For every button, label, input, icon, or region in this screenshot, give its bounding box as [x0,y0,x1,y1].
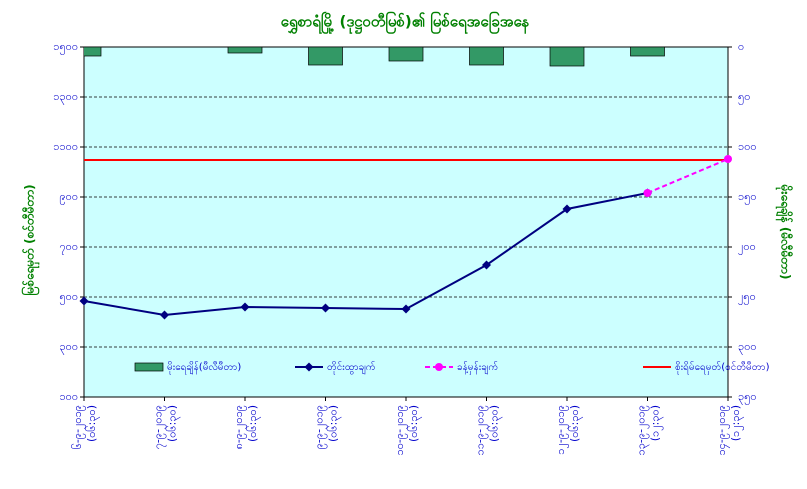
point [643,189,652,197]
x-tick-label: ၁၄-၉-၂၀၁၉ [715,405,730,455]
x-tick-label-time: (၀၆:၃၀) [488,405,503,442]
bar [84,47,102,57]
x-tick-label-time: (၀၆:၃၀) [246,405,261,442]
x-tick-label-time: (၀၆:၃၀) [407,405,422,442]
bar [308,47,343,66]
point [724,155,732,163]
y2-tick-label: ၂၅၀ [738,290,756,305]
x-tick-label-time: (၁၂:၃၀) [729,405,744,441]
x-tick-label: ၇-၉-၂၀၁၉ [152,405,167,449]
bar [630,47,665,57]
y-axis-label: မြစ်ရေမှတ် (စင်တီမီတာ) [20,184,41,295]
x-tick-label: ၉-၉-၂၀၁၉ [313,405,328,449]
point [482,260,491,270]
bar [227,47,263,54]
legend-label: စိုးရိမ်ရေမှတ်(စင်တီမီတာ) [675,360,770,375]
x-tick-label: ၁၁-၉-၂၀၁၉ [474,405,489,455]
legend-label: မိုးရေချိန်(မီလီမီတာ) [167,360,241,375]
bar [549,47,585,67]
legend-swatch [134,362,164,372]
y2-tick-label: ၀ [738,40,744,53]
y-tick-label: ၅၀၀ [59,290,78,305]
y-tick-label: ၁၃၀၀ [53,90,78,105]
x-tick-label-time: (၀၆:၃၀) [568,405,583,442]
y2-tick-label: ၃၀၀ [738,340,757,355]
x-tick-label-time: (၁၂:၃၀) [649,405,664,441]
y2-tick-label: ၃၅၀ [738,390,757,405]
y2-tick-label: ၂၀၀ [738,240,756,255]
y-tick-label: ၇၀၀ [59,240,78,255]
x-tick-label: ၁၃-၉-၂၀၁၉ [635,405,650,455]
legend-label: တိုင်းထွာချက် [327,360,376,375]
x-tick-label: ၈-၉-၂၀၁၉ [232,405,247,449]
point [562,204,572,214]
plot-clip [84,47,665,67]
y-tick-label: ၁၅၀၀ [53,40,78,55]
point [321,303,330,313]
y-tick-label: ၁၁၀၀ [53,140,78,153]
x-tick-label: ၆-၉-၂၀၁၉ [71,405,86,449]
x-tick-label: ၁၀-၉-၂၀၁၉ [393,405,408,455]
y-tick-label: ၉၀၀ [59,190,78,205]
y2-tick-label: ၁၀၀ [738,140,757,153]
bar [469,47,504,66]
line [647,158,729,194]
x-tick-label-time: (၀၆:၃၀) [85,405,100,442]
point [401,304,411,314]
line [83,192,648,317]
x-tick-label-time: (၀၆:၃၀) [327,405,342,442]
plot-area [83,46,729,398]
y2-tick-label: ၅၀ [738,90,750,105]
legend-marker [435,363,443,371]
y-tick-label: ၁၀၀ [59,390,78,403]
point [240,302,250,312]
y-tick-label: ၃၀၀ [59,340,78,355]
bar [388,47,424,62]
legend-marker [304,362,314,372]
x-tick-label-time: (၀၆:၃၀) [166,405,181,442]
point [160,310,169,320]
y2-tick-label: ၁၅၀ [738,190,757,205]
x-tick-label: ၁၂-၉-၂၀၁၉ [554,405,569,455]
y2-axis-label: မိုးရေချိန် (မီလီမီတာ) [775,184,795,280]
point [79,296,89,306]
legend-label: ခန့်မှန်းချက် [457,360,498,375]
